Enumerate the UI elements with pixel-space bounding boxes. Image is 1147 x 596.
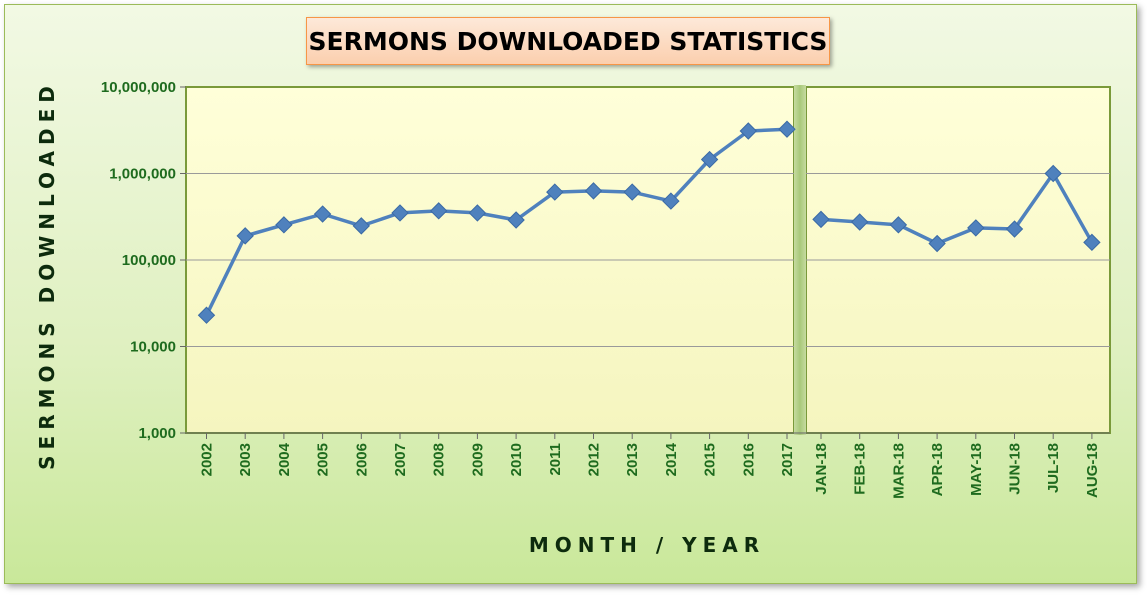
data-point — [197, 306, 216, 324]
data-point — [928, 234, 946, 253]
x-tick-labels: 2002 2003 2004 2005 2006 2007 2008 2009 2010 2011… — [199, 442, 1101, 498]
x-tick-label: FEB-18 — [852, 443, 869, 495]
data-point — [236, 227, 254, 245]
x-tick-label: 2016 — [740, 443, 757, 476]
data-point — [546, 183, 564, 201]
x-tick-label: 2007 — [392, 443, 409, 476]
data-point — [468, 204, 487, 222]
x-tick-label: 2004 — [276, 442, 293, 476]
x-axis-title: MONTH / YEAR — [529, 533, 765, 557]
y-tick-label: 10,000 — [130, 339, 176, 356]
data-point — [1005, 220, 1024, 238]
data-point — [889, 216, 908, 234]
data-point — [623, 183, 641, 201]
data-point — [275, 216, 293, 234]
x-tick-label: 2012 — [586, 443, 603, 476]
y-axis-title: SERMONS DOWNLOADED — [35, 80, 59, 470]
panel-divider — [794, 85, 806, 435]
x-tick-label: APR-18 — [929, 443, 946, 496]
x-tick-label: 2006 — [353, 443, 370, 476]
x-tick-label: 2017 — [779, 443, 796, 476]
data-point — [313, 205, 332, 223]
x-tick-label: 2013 — [624, 443, 641, 476]
data-point — [507, 211, 525, 229]
data-point — [739, 122, 758, 140]
data-point — [967, 219, 985, 237]
data-point — [812, 210, 830, 229]
x-tick-label: MAY-18 — [968, 443, 985, 496]
x-tick-label: JUN-18 — [1007, 443, 1024, 495]
x-tick-label: 2008 — [431, 443, 448, 476]
x-tick-label: JAN-18 — [813, 443, 830, 495]
data-point — [662, 192, 680, 210]
data-point — [584, 182, 603, 200]
x-tick-label: 2015 — [702, 443, 719, 476]
x-tick-label: MAR-18 — [890, 443, 907, 499]
x-tick-label: 2002 — [199, 443, 216, 476]
data-point — [850, 213, 869, 231]
x-tick-label: 2003 — [237, 443, 254, 476]
data-point — [429, 202, 448, 220]
x-tick-label: 2010 — [508, 443, 525, 476]
x-tick-label: 2009 — [469, 443, 486, 476]
x-tick-label: AUG-18 — [1084, 443, 1101, 498]
chart-title: SERMONS DOWNLOADED STATISTICS — [308, 26, 828, 56]
y-tick-label: 1,000 — [138, 425, 176, 442]
y-tick-label: 1,000,000 — [109, 166, 176, 183]
x-tick-label: 2011 — [547, 443, 564, 476]
y-tick-label: 10,000,000 — [101, 79, 176, 96]
series-years-line — [204, 127, 788, 316]
y-tick-labels: 1,000 10,000 100,000 1,000,000 10,000,000 — [101, 79, 176, 442]
x-tick-label: JUL-18 — [1045, 443, 1062, 493]
data-point — [391, 204, 409, 222]
data-point — [1044, 164, 1062, 183]
x-tick-label: 2014 — [663, 442, 680, 476]
y-tick-label: 100,000 — [122, 252, 176, 269]
gridlines — [180, 86, 1110, 439]
data-point — [778, 120, 796, 138]
x-tick-label: 2005 — [315, 443, 332, 476]
data-point — [1083, 233, 1101, 252]
data-point — [700, 150, 719, 169]
data-markers — [197, 120, 1101, 324]
chart-title-box: SERMONS DOWNLOADED STATISTICS — [306, 17, 830, 65]
data-point — [352, 217, 371, 235]
